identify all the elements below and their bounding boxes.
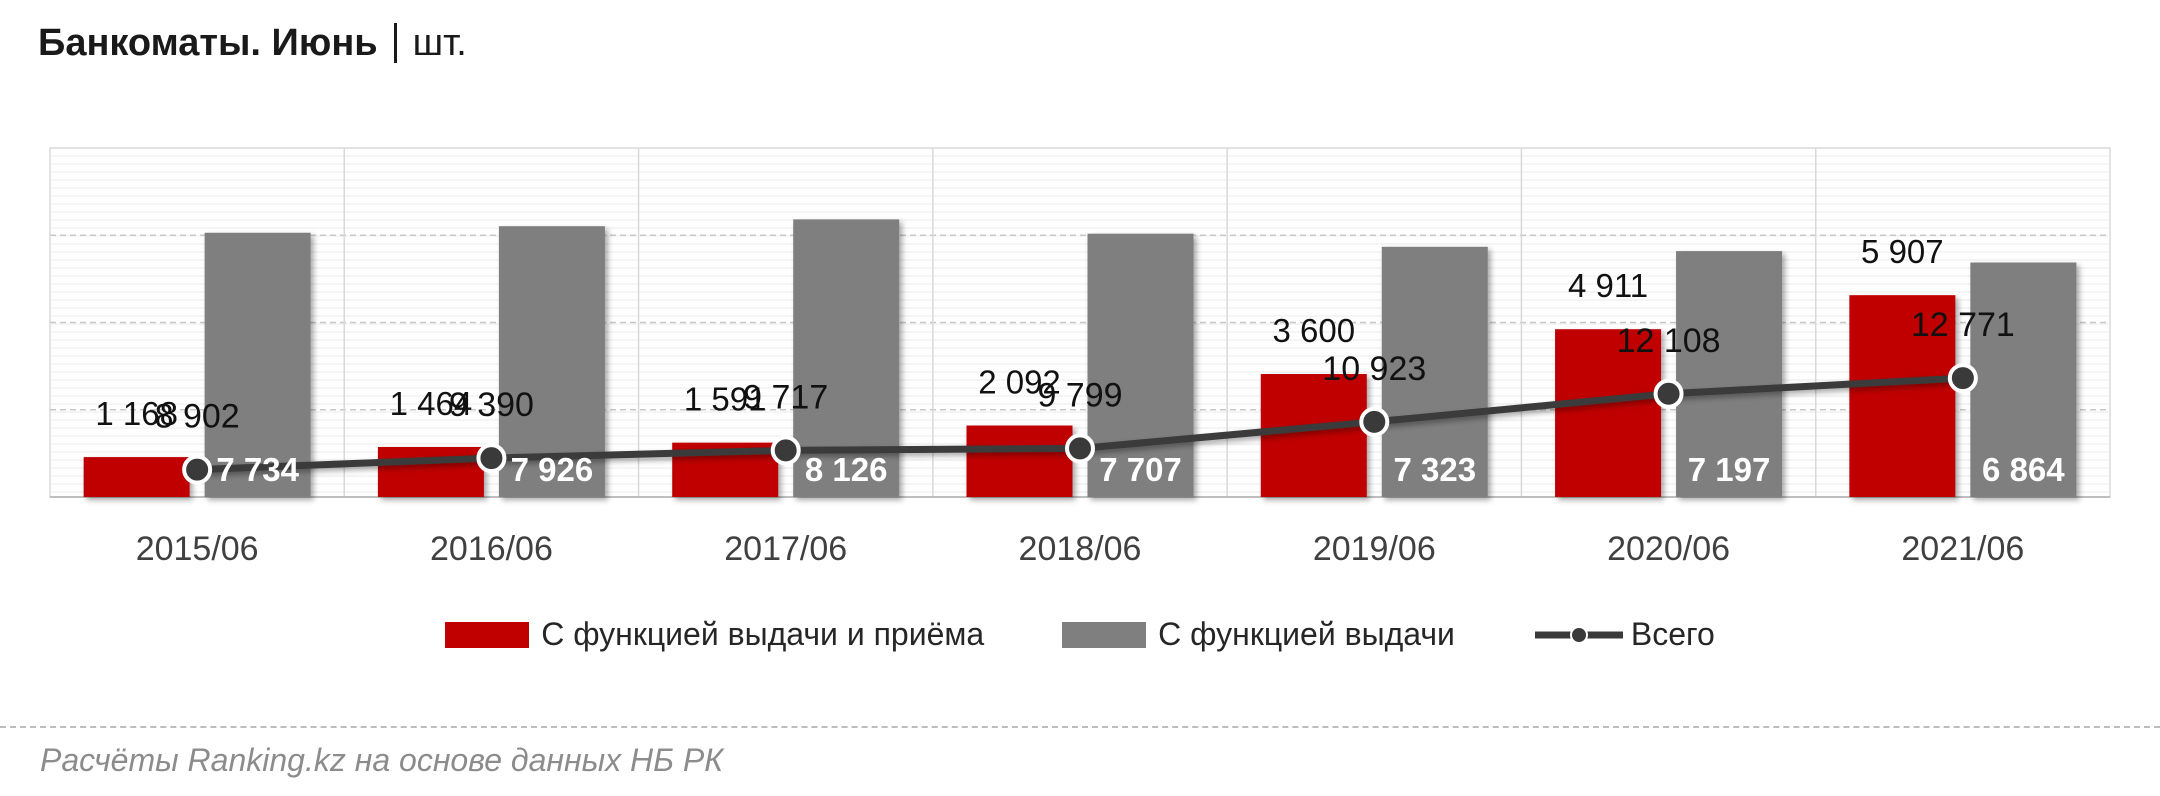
data-label-red: 5 907 [1861,233,1944,270]
bar-gray [1970,262,2077,497]
bar-red [83,457,190,497]
x-tick-label: 2015/06 [136,530,259,568]
bar-red [1849,295,1956,497]
legend-swatch-gray [1062,621,1147,648]
data-label-total: 10 923 [1322,350,1426,388]
data-label-total: 8 902 [155,398,240,436]
data-label-red: 1 591 [684,381,767,418]
legend: С функцией выдачи и приёма С функцией вы… [0,616,2160,653]
data-label-red: 3 600 [1272,312,1355,349]
data-label-red: 4 911 [1568,267,1648,304]
bar-red [1260,374,1367,497]
x-tick-label: 2020/06 [1607,530,1730,568]
data-label-total: 9 390 [449,386,534,424]
legend-swatch-line [1534,625,1623,644]
total-line-point [1947,363,1978,394]
chart: 1 168 7 734 1 464 7 926 1 591 8 126 2 092 7 707… [49,147,2111,568]
data-label-red: 2 092 [978,364,1061,401]
legend-swatch-red [445,621,530,648]
total-line-point [770,435,801,466]
data-label-gray: 7 323 [1393,451,1476,488]
chart-title-text: Банкоматы. Июнь [38,22,378,64]
bar-gray [204,232,311,497]
legend-label-gray: С функцией выдачи [1158,616,1455,652]
x-tick-label: 2021/06 [1901,530,2024,568]
data-label-red: 1 168 [95,395,178,432]
x-tick-label: 2017/06 [724,530,847,568]
data-label-total: 12 108 [1617,322,1721,360]
bar-red [966,425,1073,497]
legend-label-red: С функцией выдачи и приёма [541,616,985,652]
title-separator [393,23,397,63]
bars [83,219,2077,498]
data-label-gray: 7 926 [511,451,594,488]
total-line-point [476,443,507,474]
legend-item-gray: С функцией выдачи [1062,616,1455,653]
source-note: Расчёты Ranking.kz на основе данных НБ Р… [40,742,724,778]
bar-red [377,446,484,497]
x-axis: 2015/06 2016/06 2017/06 2018/06 2019/06 2020/… [136,530,2025,568]
data-label-gray: 8 126 [805,451,888,488]
data-label-red: 1 464 [390,385,473,422]
chart-unit: шт. [412,22,467,64]
data-label-gray: 7 197 [1688,451,1771,488]
total-line-point [1653,378,1684,409]
x-tick-label: 2019/06 [1313,530,1436,568]
chart-title: Банкоматы. Июнь шт. [38,22,467,65]
bar-gray [1087,233,1194,498]
data-label-total: 12 771 [1911,306,2015,344]
total-line-point [1359,406,1390,437]
bar-gray [1676,251,1783,497]
legend-label-total: Всего [1630,616,1715,652]
bar-gray [498,226,605,497]
bar-red [1555,329,1662,497]
data-label-gray: 7 707 [1099,451,1182,488]
x-tick-label: 2018/06 [1019,530,1142,568]
data-label-gray: 6 864 [1982,451,2065,488]
data-label-gray: 7 734 [216,451,299,488]
divider [0,726,2160,728]
legend-item-total: Всего [1533,616,1715,653]
bar-gray [1381,246,1488,497]
x-tick-label: 2016/06 [430,530,553,568]
data-label-total: 9 717 [743,378,828,416]
legend-item-red: С функцией выдачи и приёма [445,616,984,653]
data-label-total: 9 799 [1037,376,1122,414]
total-line [182,363,1978,485]
total-line-point [1065,433,1095,464]
total-line-point [182,454,213,485]
data-labels: 1 168 7 734 1 464 7 926 1 591 8 126 2 092 7 707… [95,233,2065,488]
